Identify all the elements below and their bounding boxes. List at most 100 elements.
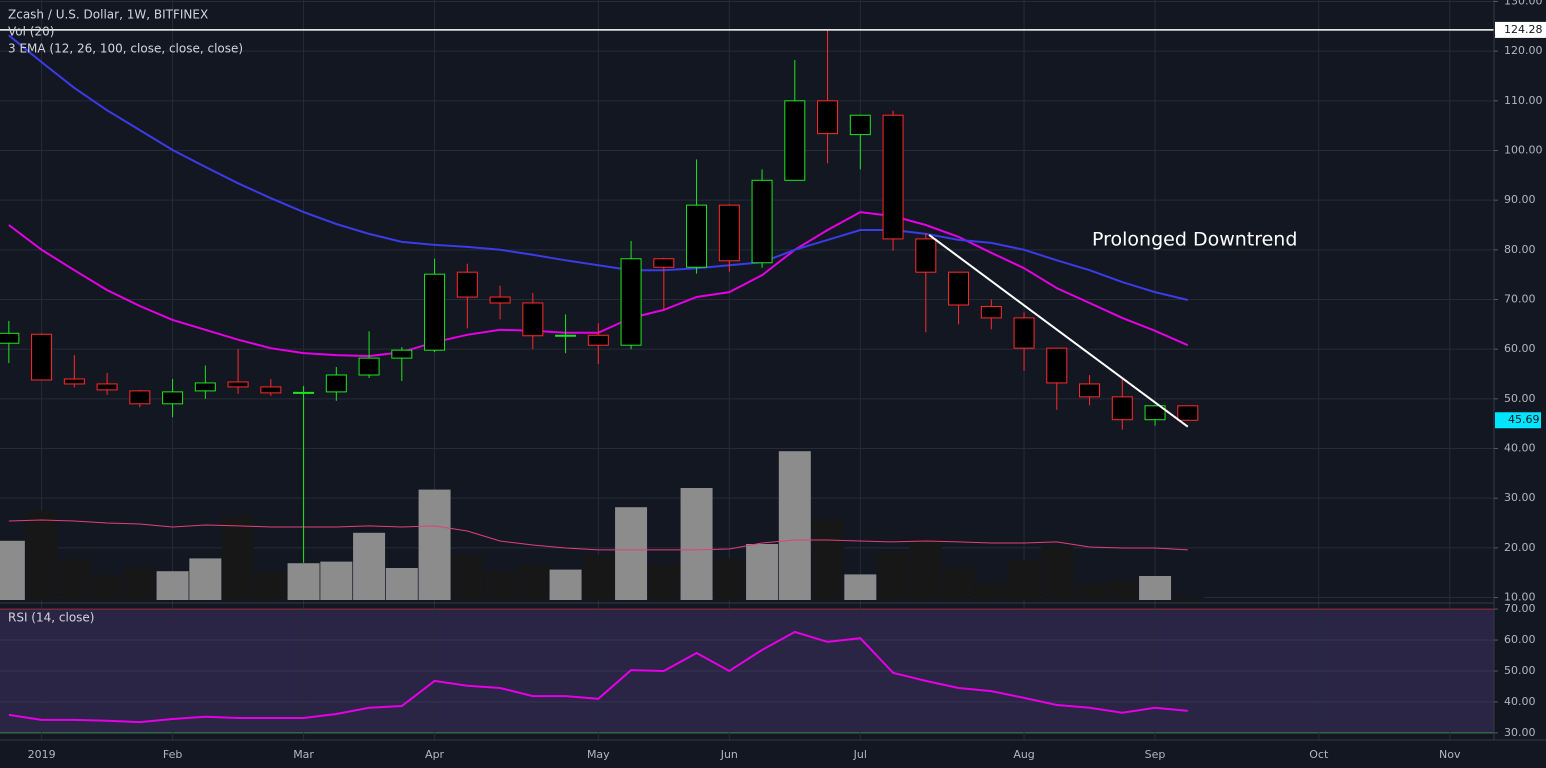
- volume-bar: [222, 515, 255, 600]
- volume-bar: [1139, 576, 1172, 600]
- price-label: 124.28: [1504, 23, 1543, 36]
- candle-body: [63, 378, 85, 385]
- y-tick-label: 70.00: [1504, 602, 1536, 615]
- volume-bar: [189, 558, 222, 600]
- last-price-box: [1495, 412, 1541, 429]
- y-tick-label: 30.00: [1504, 491, 1536, 504]
- x-tick-label: Oct: [1309, 748, 1329, 761]
- candle-body: [522, 302, 544, 337]
- volume-bar: [254, 572, 287, 600]
- candle-body: [980, 305, 1002, 319]
- y-tick-label: 100.00: [1504, 143, 1543, 156]
- candle-body: [358, 357, 380, 376]
- volume-bar: [0, 540, 25, 600]
- legend-rsi: RSI (14, close): [8, 611, 94, 625]
- candle-body: [817, 100, 839, 135]
- volume-bar: [58, 558, 91, 600]
- volume-bar: [484, 571, 517, 600]
- volume-bar: [811, 520, 844, 600]
- x-tick-label: Feb: [163, 748, 182, 761]
- candle-body: [555, 334, 577, 337]
- volume-bar: [1040, 545, 1073, 600]
- candle-body: [96, 383, 118, 391]
- axis: 2019 Feb Mar Apr May Jun Jul Aug Sep Oct Nov 10.00 2…: [28, 0, 1546, 761]
- y-tick-label: 20.00: [1504, 541, 1536, 554]
- candle-body: [1144, 405, 1166, 421]
- chart-title: Zcash / U.S. Dollar, 1W, BITFINEX: [8, 8, 208, 22]
- candle-body: [1013, 317, 1035, 349]
- candle-body: [620, 258, 642, 346]
- y-tick-label: 40.00: [1504, 442, 1536, 455]
- x-tick-label: Nov: [1439, 748, 1461, 761]
- candle-body: [489, 296, 511, 304]
- y-tick-label: 50.00: [1504, 664, 1536, 677]
- x-tick-label: Apr: [425, 748, 445, 761]
- candle-body: [751, 179, 773, 264]
- volume-bar: [418, 489, 451, 600]
- candle-body: [194, 382, 216, 392]
- plot: Prolonged Downtrend: [0, 29, 1494, 724]
- volume-bar: [1106, 579, 1139, 600]
- volume-bar: [942, 566, 975, 600]
- candle-body: [260, 386, 282, 394]
- volume-bar: [123, 566, 156, 600]
- volume-bar: [713, 558, 746, 600]
- volume-bar: [385, 568, 418, 600]
- rsi-band: [0, 609, 1494, 733]
- ema-line: [8, 34, 1189, 301]
- y-tick-label: 120.00: [1504, 44, 1543, 57]
- volume-bar: [975, 582, 1008, 600]
- y-tick-label: 70.00: [1504, 293, 1536, 306]
- candle-body: [456, 271, 478, 298]
- annotation: Prolonged Downtrend: [1092, 229, 1297, 251]
- volume-bar: [91, 574, 124, 600]
- y-tick-label: 40.00: [1504, 695, 1536, 708]
- candle-body: [424, 273, 446, 351]
- volume-bar: [877, 550, 910, 600]
- volume-ma: [8, 519, 1188, 551]
- rsi-line: [8, 630, 1188, 724]
- volume-bar: [287, 563, 320, 600]
- price-label-box: [1495, 21, 1546, 38]
- candle-body: [162, 391, 184, 405]
- volume-bar: [615, 507, 648, 600]
- candle-body: [1111, 396, 1133, 421]
- volume-bar: [647, 563, 680, 600]
- y-tick-label: 10.00: [1504, 591, 1536, 604]
- legend-ema: 3 EMA (12, 26, 100, close, close, close): [8, 42, 243, 56]
- volume-bar: [516, 564, 549, 600]
- candle-body: [31, 333, 53, 381]
- x-tick-label: 2019: [28, 748, 56, 761]
- y-tick-label: 30.00: [1504, 726, 1536, 739]
- y-tick-label: 50.00: [1504, 392, 1536, 405]
- candle-body: [849, 114, 871, 136]
- candle-body: [686, 204, 708, 268]
- volume-bar: [680, 488, 713, 600]
- x-tick-label: Sep: [1145, 748, 1166, 761]
- volume-bar: [156, 571, 189, 600]
- y-tick-label: 80.00: [1504, 243, 1536, 256]
- candle-body: [325, 374, 347, 393]
- volume-bar: [451, 555, 484, 600]
- volume-bar: [844, 574, 877, 600]
- candle-body: [293, 391, 315, 394]
- candle-body: [882, 114, 904, 240]
- candle-body: [948, 271, 970, 306]
- candle-body: [718, 204, 740, 262]
- grid: [0, 0, 1494, 740]
- candle-body: [1177, 405, 1199, 421]
- last-price-label: 45.69: [1508, 413, 1540, 426]
- candle-body: [1079, 383, 1101, 398]
- volume-bar: [1008, 560, 1041, 600]
- candle-body: [915, 238, 937, 273]
- x-tick-label: Aug: [1013, 748, 1034, 761]
- candle-body: [129, 390, 151, 405]
- candle-body: [1046, 347, 1068, 384]
- volume-bar: [746, 544, 779, 600]
- y-tick-label: 60.00: [1504, 342, 1536, 355]
- candle-body: [784, 100, 806, 181]
- volume-bar: [1073, 584, 1106, 600]
- price-axis: [1494, 0, 1546, 768]
